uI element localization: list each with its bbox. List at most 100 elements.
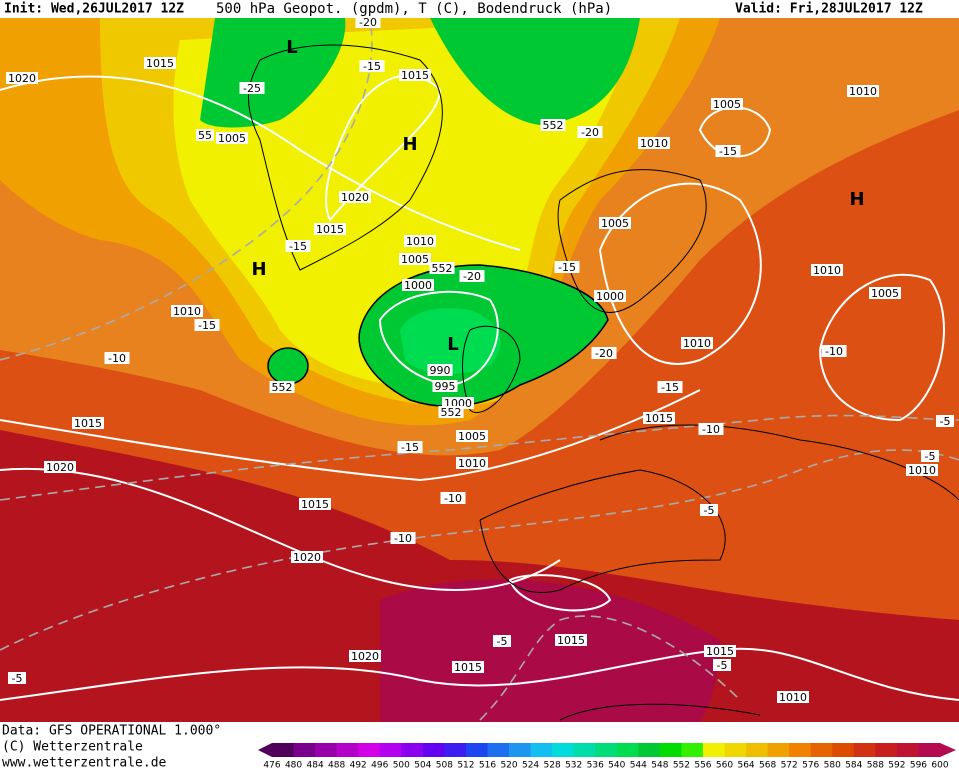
label-box xyxy=(6,72,38,84)
colorbar-swatch xyxy=(789,743,812,757)
label-box xyxy=(285,240,311,252)
label-box xyxy=(171,305,203,317)
colorbar: 476 480 484 488 492 496 500 504 508 512 516 520 524 5… xyxy=(258,743,956,770)
label-box xyxy=(713,659,731,671)
label-box xyxy=(700,504,718,516)
colorbar-tick-label: 572 xyxy=(781,761,798,770)
label-box xyxy=(638,137,670,149)
colorbar-tick-label: 584 xyxy=(845,761,862,770)
colorbar-swatch xyxy=(509,743,532,757)
label-box xyxy=(711,98,743,110)
contour-label: -10 xyxy=(702,423,720,436)
contour-label: 1005 xyxy=(713,98,741,111)
contour-label: -5 xyxy=(925,450,936,463)
valid-time: Valid: Fri,28JUL2017 12Z xyxy=(735,2,923,17)
colorbar-end xyxy=(258,743,272,757)
contour-label: 1010 xyxy=(173,305,201,318)
colorbar-swatch xyxy=(573,743,596,757)
colorbar-swatch xyxy=(595,743,618,757)
colorbar-tick-label: 576 xyxy=(802,761,819,770)
label-box xyxy=(869,287,901,299)
contour-label: 1010 xyxy=(683,337,711,350)
label-box xyxy=(936,415,954,427)
contour-label: 995 xyxy=(435,380,456,393)
label-box xyxy=(540,119,566,131)
contour-label: 55 xyxy=(198,129,212,142)
colorbar-swatch xyxy=(896,743,919,757)
colorbar-swatch xyxy=(616,743,639,757)
contour-label: -10 xyxy=(108,352,126,365)
colorbar-swatch xyxy=(638,743,661,757)
contour-label: 1020 xyxy=(351,650,379,663)
colorbar-tick-label: 508 xyxy=(436,761,453,770)
colorbar-swatch xyxy=(422,743,445,757)
colorbar-tick-label: 592 xyxy=(888,761,905,770)
colorbar-swatch xyxy=(444,743,467,757)
colorbar-tick-label: 512 xyxy=(457,761,474,770)
label-box xyxy=(339,191,371,203)
colorbar-tick-label: 600 xyxy=(931,761,948,770)
label-box xyxy=(44,461,76,473)
colorbar-tick-label: 528 xyxy=(544,761,561,770)
label-box xyxy=(599,217,631,229)
colorbar-end xyxy=(940,743,956,757)
label-box xyxy=(269,381,295,393)
label-box xyxy=(359,60,385,72)
contour-label: 1005 xyxy=(601,217,629,230)
label-box xyxy=(404,235,436,247)
label-box xyxy=(811,264,843,276)
label-box xyxy=(399,253,431,265)
colorbar-tick-label: 504 xyxy=(414,761,431,770)
label-box xyxy=(196,129,214,141)
colorbar-tick-label: 596 xyxy=(910,761,927,770)
colorbar-tick-label: 488 xyxy=(328,761,345,770)
pressure-center: H xyxy=(251,259,266,280)
contour-label: 1005 xyxy=(871,287,899,300)
label-box xyxy=(399,69,431,81)
colorbar-swatch xyxy=(875,743,898,757)
colorbar-swatch xyxy=(336,743,359,757)
contour-label: -15 xyxy=(719,145,737,158)
contour-label: -10 xyxy=(394,532,412,545)
label-box xyxy=(555,634,587,646)
label-box xyxy=(402,279,434,291)
contour-label: 1005 xyxy=(218,132,246,145)
colorbar-tick-label: 476 xyxy=(263,761,280,770)
contour-label: 1015 xyxy=(401,69,429,82)
contour-label: -10 xyxy=(825,345,843,358)
colorbar-tick-label: 548 xyxy=(651,761,668,770)
label-box xyxy=(429,262,455,274)
label-box xyxy=(299,498,331,510)
contour-label: -10 xyxy=(444,492,462,505)
colorbar-tick-label: 564 xyxy=(737,761,754,770)
colorbar-swatch xyxy=(832,743,855,757)
contour-label: -20 xyxy=(595,347,613,360)
contour-label: 1015 xyxy=(316,223,344,236)
label-box xyxy=(452,661,484,673)
label-box xyxy=(194,319,220,331)
contour-label: 1005 xyxy=(458,430,486,443)
label-box xyxy=(921,450,939,462)
label-box xyxy=(440,492,466,504)
contour-label: 1000 xyxy=(596,290,624,303)
contour-label: 552 xyxy=(432,262,453,275)
label-box xyxy=(456,430,488,442)
contour-label: 1015 xyxy=(146,57,174,70)
label-box xyxy=(216,132,248,144)
label-box xyxy=(355,16,381,28)
pressure-center: L xyxy=(286,37,297,58)
contour-label: 552 xyxy=(272,381,293,394)
colorbar-swatch xyxy=(767,743,790,757)
contour-label: -20 xyxy=(463,270,481,283)
colorbar-swatch xyxy=(530,743,553,757)
colorbar-swatch xyxy=(681,743,704,757)
label-box xyxy=(104,352,130,364)
contour-label: 1015 xyxy=(557,634,585,647)
coastlines xyxy=(247,44,959,721)
label-box xyxy=(291,551,323,563)
label-box xyxy=(239,82,265,94)
colorbar-swatch xyxy=(724,743,747,757)
contour-label: 1020 xyxy=(341,191,369,204)
contour-label: -20 xyxy=(581,126,599,139)
label-box xyxy=(821,345,847,357)
